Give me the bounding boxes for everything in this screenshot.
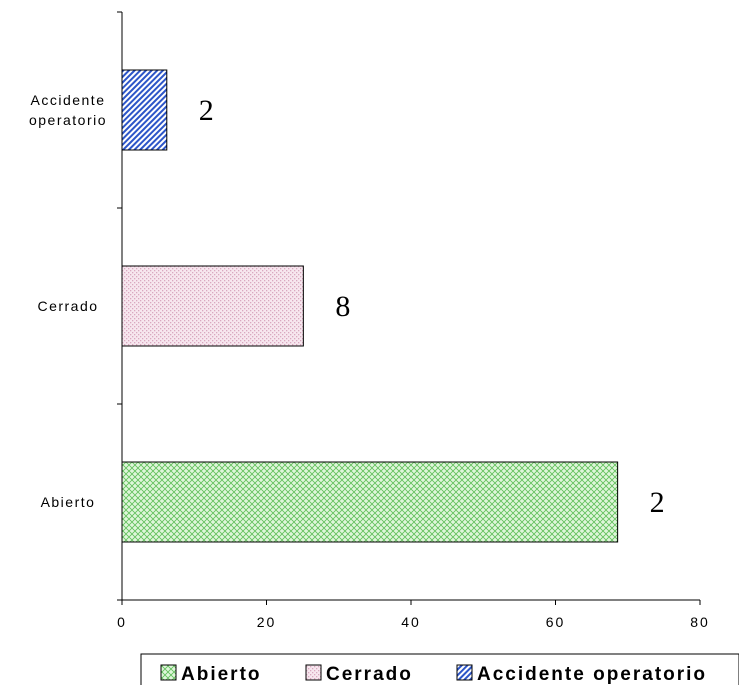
data-label: 8	[335, 290, 350, 323]
labels-group: Abierto 2 Cerrado 8 Accidente operatorio 2	[29, 92, 665, 519]
legend-label: Accidente operatorio	[477, 664, 707, 685]
legend-label: Abierto	[181, 664, 262, 685]
data-label: 2	[199, 94, 214, 127]
x-tick-label: 20	[257, 614, 277, 630]
x-tick-label: 0	[117, 614, 127, 630]
category-label: Abierto	[41, 494, 96, 510]
bar-abierto	[121, 461, 619, 543]
bars-group	[121, 69, 619, 543]
data-label: 2	[650, 486, 665, 519]
legend-swatch	[456, 664, 473, 681]
legend: Abierto Cerrado Accidente operatorio	[140, 653, 739, 685]
legend-swatch	[305, 664, 322, 681]
category-label: Accidente operatorio	[29, 92, 107, 128]
x-tick-label: 60	[546, 614, 566, 630]
bar-cerrado	[121, 265, 304, 347]
legend-label: Cerrado	[326, 664, 413, 685]
x-tick-label: 40	[401, 614, 421, 630]
legend-box	[140, 653, 739, 685]
bar-accidente-operatorio	[121, 69, 168, 151]
x-tick-label: 80	[690, 614, 710, 630]
legend-swatch	[160, 664, 177, 681]
category-label: Cerrado	[37, 298, 98, 314]
